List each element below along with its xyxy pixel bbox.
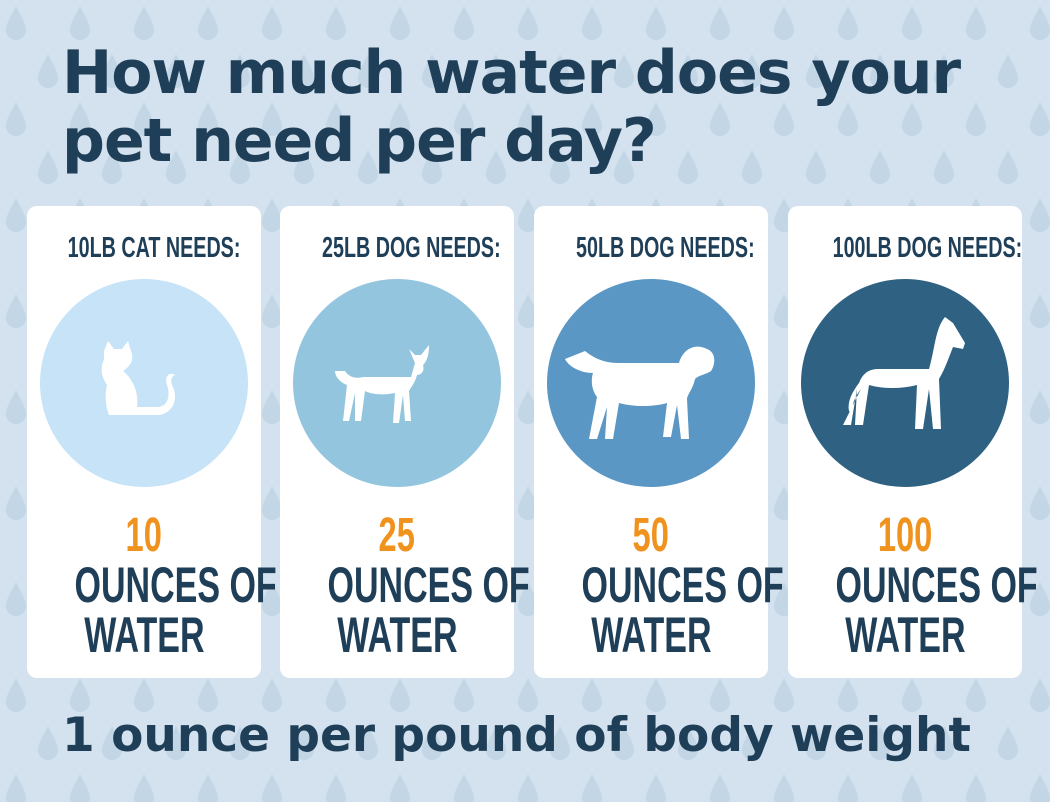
card-label-box: 25LB DOG NEEDS: [280, 232, 514, 265]
card-label: 50LB DOG NEEDS: [576, 232, 755, 264]
unit-line: OUNCES OF [327, 557, 530, 613]
card-label-box: 100LB DOG NEEDS: [788, 232, 1023, 265]
amount: 50 [632, 509, 670, 562]
unit-box: WATER [534, 606, 768, 664]
card-label: 100LB DOG NEEDS: [832, 232, 1023, 264]
unit-line: OUNCES OF [835, 557, 1038, 613]
unit-line: OUNCES OF [74, 557, 277, 613]
amount: 10 [125, 509, 163, 562]
unit-line: WATER [83, 607, 205, 663]
pet-circle [801, 279, 1009, 487]
amount-box: 10 [27, 508, 261, 563]
unit-box: WATER [788, 606, 1022, 664]
card-label: 10LB CAT NEEDS: [67, 232, 241, 264]
card: 50LB DOG NEEDS: 50 OUNCES OF WATER [534, 206, 784, 678]
card: 100LB DOG NEEDS: 100 OUNCES OF WATER [788, 206, 1038, 678]
unit-line: WATER [844, 607, 966, 663]
pet-circle [293, 279, 501, 487]
amount-box: 100 [788, 508, 1022, 563]
unit-line: OUNCES OF [581, 557, 784, 613]
pet-circle [40, 279, 248, 487]
card: 25LB DOG NEEDS: 25 OUNCES OF WATER [280, 206, 530, 678]
amount: 25 [378, 509, 416, 562]
amount: 100 [877, 509, 933, 562]
card-label: 25LB DOG NEEDS: [322, 232, 501, 264]
title-line: How much water does your [62, 38, 961, 108]
card: 10LB CAT NEEDS: 10 OUNCES OF WATER [27, 206, 277, 678]
card-label-box: 10LB CAT NEEDS: [27, 232, 261, 265]
dog-icon [843, 317, 965, 429]
dog-icon [565, 346, 715, 439]
unit-box: OUNCES OF [280, 556, 530, 614]
cat-icon [101, 341, 176, 415]
unit-box: OUNCES OF [788, 556, 1038, 614]
unit-line: WATER [336, 607, 458, 663]
unit-box: OUNCES OF [534, 556, 784, 614]
unit-box: WATER [280, 606, 514, 664]
amount-box: 50 [534, 508, 768, 563]
unit-line: WATER [590, 607, 712, 663]
amount-box: 25 [280, 508, 514, 563]
unit-box: OUNCES OF [27, 556, 277, 614]
footer: 1 ounce per pound of body weight [62, 708, 971, 763]
card-label-box: 50LB DOG NEEDS: [534, 232, 768, 265]
pet-circle [547, 279, 755, 487]
dog-icon [335, 345, 429, 423]
title-line: pet need per day? [62, 106, 657, 176]
unit-box: WATER [27, 606, 261, 664]
